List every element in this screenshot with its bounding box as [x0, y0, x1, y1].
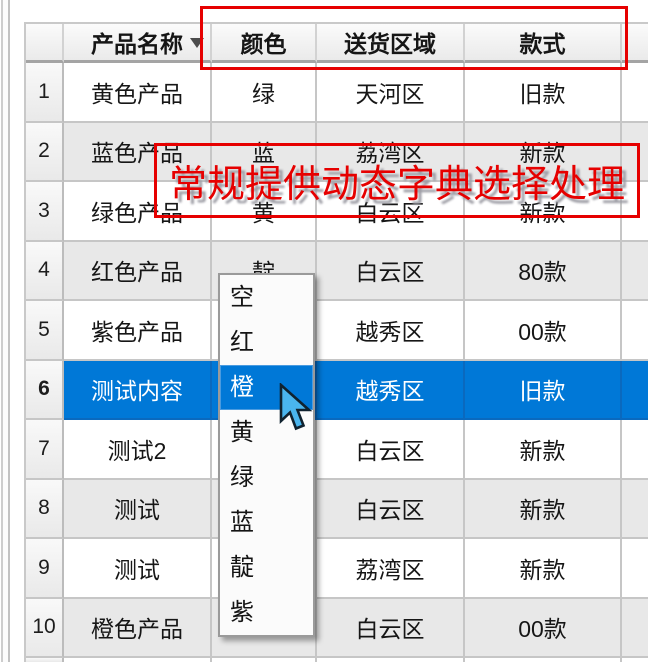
table-row: 7 测试2 白云区 新款: [26, 420, 648, 480]
dropdown-item[interactable]: 红: [230, 329, 254, 356]
cell-extra: [622, 420, 648, 480]
cell-style[interactable]: 新款: [465, 420, 622, 480]
cell-style[interactable]: 新款: [465, 539, 622, 599]
cell-name[interactable]: 黄色产品: [64, 63, 212, 123]
cell-color[interactable]: 蓝: [212, 122, 317, 182]
cell-extra: [622, 479, 648, 539]
table-row: 10 橙色产品 白云区 00款: [26, 598, 648, 658]
dropdown-item[interactable]: 靛: [230, 554, 254, 581]
column-header-region[interactable]: 送货区域: [317, 24, 465, 63]
cell-region[interactable]: 白云区: [317, 598, 465, 658]
dropdown-item[interactable]: 橙: [220, 365, 313, 410]
cell-region[interactable]: 白云区: [317, 182, 465, 242]
annotation-note-box: 常规提供动态字典选择处理: [154, 143, 640, 218]
table-row: 8 测试 白云区 新款: [26, 479, 648, 539]
cell-name[interactable]: 测试: [64, 539, 212, 599]
cell-style[interactable]: 00款: [465, 301, 622, 361]
cell-region[interactable]: 白云区: [317, 241, 465, 301]
cell-style[interactable]: 旧款: [465, 360, 622, 420]
sort-descending-icon[interactable]: [190, 38, 204, 48]
table-row: 6 测试内容 越秀区 旧款: [26, 360, 648, 420]
table-row: 3 绿色产品黄白云区 新款: [26, 182, 648, 242]
cell-name[interactable]: 蓝色产品: [64, 122, 212, 182]
dropdown-item[interactable]: 黄: [230, 419, 254, 446]
cell-extra: [622, 360, 648, 420]
cell-region[interactable]: 白云区: [317, 479, 465, 539]
window-left-edge: [1, 0, 10, 662]
cell-name[interactable]: 红色产品: [64, 241, 212, 301]
cell-style[interactable]: 80款: [465, 241, 622, 301]
column-header-color[interactable]: 颜色: [212, 24, 317, 63]
cell-extra: [622, 301, 648, 361]
cell-style[interactable]: 00款: [465, 598, 622, 658]
column-header-label: 款式: [519, 31, 566, 57]
column-header-extra: [622, 24, 648, 63]
cell-region[interactable]: 越秀区: [317, 360, 465, 420]
cell-empty: [317, 658, 465, 662]
cell-region[interactable]: 越秀区: [317, 301, 465, 361]
cell-extra: [622, 63, 648, 123]
row-number-cell[interactable]: 9: [26, 539, 64, 599]
cell-region[interactable]: 白云区: [317, 420, 465, 480]
row-number-cell[interactable]: 7: [26, 420, 64, 480]
annotation-text: 常规提供动态字典选择处理: [168, 164, 625, 206]
cell-extra: [622, 241, 648, 301]
row-number-cell[interactable]: 1: [26, 63, 64, 123]
dropdown-item[interactable]: 蓝: [230, 509, 254, 536]
dropdown-item[interactable]: 空: [230, 284, 254, 311]
cell-region[interactable]: 荔湾区: [317, 539, 465, 599]
cell-name[interactable]: 橙色产品: [64, 598, 212, 658]
dropdown-item[interactable]: 紫: [230, 599, 254, 626]
data-grid: 产品名称 颜色 送货区域 款式 1 黄色产品绿天河区 旧款 2 蓝色产品蓝荔湾区 新款 3 绿色产品…: [24, 22, 648, 662]
cell-name[interactable]: 绿色产品: [64, 182, 212, 242]
table-row: 1 黄色产品绿天河区 旧款: [26, 63, 648, 123]
grid-corner-cell: [26, 24, 64, 63]
cell-style[interactable]: 新款: [465, 182, 622, 242]
cell-name[interactable]: 紫色产品: [64, 301, 212, 361]
column-header-label: 产品名称: [91, 31, 183, 57]
column-header-label: 颜色: [240, 31, 287, 57]
row-number-cell[interactable]: 6: [26, 360, 64, 420]
cell-empty: [622, 658, 648, 662]
column-header-label: 送货区域: [344, 31, 436, 57]
cell-region[interactable]: 天河区: [317, 63, 465, 123]
cell-style[interactable]: 新款: [465, 479, 622, 539]
table-row: 9 测试 荔湾区 新款: [26, 539, 648, 599]
cell-extra: [622, 122, 648, 182]
cell-extra: [622, 539, 648, 599]
table-row: 4红色产品靛白云区80款: [26, 241, 648, 301]
row-number-cell[interactable]: 4: [26, 241, 64, 301]
cell-style[interactable]: 旧款: [465, 63, 622, 123]
cell-name[interactable]: 测试: [64, 479, 212, 539]
cell-color[interactable]: 黄: [212, 182, 317, 242]
row-number-cell[interactable]: 5: [26, 301, 64, 361]
row-number-cell[interactable]: 2: [26, 122, 64, 182]
grid-body: 1黄色产品绿天河区旧款2蓝色产品蓝荔湾区新款3绿色产品黄白云区新款4红色产品靛白…: [26, 63, 648, 662]
cell-empty: [26, 658, 64, 662]
cell-color[interactable]: 绿: [212, 63, 317, 123]
cell-empty: [64, 658, 212, 662]
color-dropdown-list[interactable]: 空红橙黄绿蓝靛紫: [218, 273, 315, 637]
row-number-cell[interactable]: 3: [26, 182, 64, 242]
row-number-cell[interactable]: 10: [26, 598, 64, 658]
table-row-partial: [26, 658, 648, 662]
grid-header-row: 产品名称 颜色 送货区域 款式: [26, 24, 648, 63]
cell-empty: [465, 658, 622, 662]
cell-extra: [622, 182, 648, 242]
column-header-style[interactable]: 款式: [465, 24, 622, 63]
cell-extra: [622, 598, 648, 658]
dropdown-item[interactable]: 绿: [230, 464, 254, 491]
cell-name[interactable]: 测试2: [64, 420, 212, 480]
row-number-cell[interactable]: 8: [26, 479, 64, 539]
column-header-name[interactable]: 产品名称: [64, 24, 212, 63]
cell-empty: [212, 658, 317, 662]
cell-name[interactable]: 测试内容: [64, 360, 212, 420]
table-row: 5 紫色产品 越秀区 00款: [26, 301, 648, 361]
